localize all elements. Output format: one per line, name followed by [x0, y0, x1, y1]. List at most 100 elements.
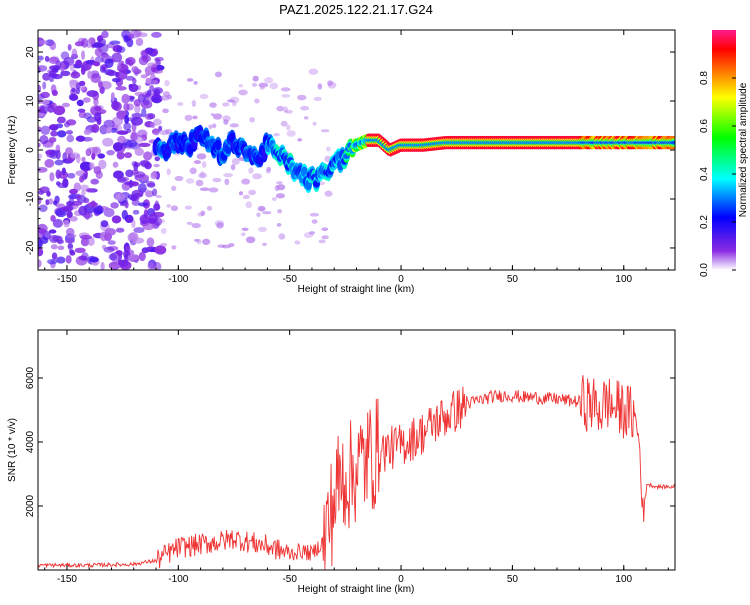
noise-blob — [162, 91, 170, 97]
noise-blob — [87, 236, 95, 247]
noise-blob — [103, 246, 115, 253]
noise-blob — [141, 50, 149, 60]
noise-blob — [75, 82, 81, 89]
noise-blob — [124, 253, 130, 263]
noise-blob — [309, 212, 320, 217]
noise-blob — [111, 77, 121, 83]
noise-blob — [109, 264, 121, 269]
noise-blob — [125, 57, 136, 66]
noise-blob — [154, 56, 164, 62]
noise-blob — [54, 195, 60, 204]
x-tick-label: -150 — [57, 274, 77, 285]
noise-blob — [62, 178, 69, 188]
noise-blob — [38, 40, 49, 45]
noise-blob — [276, 181, 283, 185]
noise-blob — [48, 56, 60, 64]
noise-blob — [171, 185, 177, 191]
noise-blob — [94, 47, 103, 57]
noise-blob — [51, 252, 58, 260]
noise-blob — [258, 226, 267, 232]
noise-blob — [101, 30, 109, 39]
noise-blob — [186, 78, 194, 82]
noise-blob — [184, 114, 193, 121]
noise-blob — [162, 108, 169, 114]
colorbar-ticks: 0.0 0.2 0.4 0.6 0.8 — [699, 71, 736, 277]
noise-blob — [271, 197, 277, 202]
noise-blob — [93, 166, 102, 175]
noise-blob — [131, 199, 140, 206]
noise-blob — [131, 112, 143, 119]
noise-blob — [83, 197, 90, 204]
noise-blob — [166, 204, 172, 208]
noise-blob — [160, 242, 168, 247]
noise-blob — [143, 151, 153, 161]
noise-blob — [230, 164, 236, 171]
noise-blob — [90, 178, 100, 185]
noise-blob — [201, 161, 207, 169]
noise-blob — [164, 79, 170, 87]
noise-blob — [280, 120, 288, 127]
noise-blob — [49, 77, 54, 83]
noise-blob — [123, 34, 129, 43]
noise-blob — [55, 203, 65, 208]
noise-blob — [276, 105, 285, 112]
noise-blob — [67, 172, 76, 179]
noise-blob — [142, 222, 155, 231]
noise-blob — [135, 37, 144, 47]
noise-blob — [110, 92, 115, 102]
noise-blob — [111, 215, 122, 224]
noise-blob — [81, 63, 90, 72]
y-tick-label: 4000 — [25, 430, 36, 453]
noise-blob — [115, 227, 125, 233]
noise-blob — [106, 149, 115, 156]
noise-blob — [195, 179, 204, 187]
noise-blob — [100, 220, 109, 228]
noise-blob — [42, 72, 51, 81]
noise-blob — [206, 205, 213, 211]
noise-blob — [88, 37, 96, 45]
noise-blob — [44, 55, 50, 62]
noise-blob — [140, 100, 153, 109]
noise-blob — [171, 245, 177, 250]
noise-blob — [68, 93, 78, 101]
noise-blob — [258, 82, 269, 88]
spectrogram-xlabel: Height of straight line (km) — [298, 284, 415, 295]
colorbar-tick-label: 0.2 — [699, 215, 710, 229]
noise-blob — [240, 232, 246, 237]
noise-blob — [321, 235, 329, 240]
noise-blob — [99, 86, 105, 94]
y-tick-label: 10 — [25, 95, 36, 107]
y-tick-label: 0 — [25, 147, 36, 153]
ridge-cell — [669, 141, 675, 145]
noise-blob — [313, 96, 322, 101]
x-tick-label: -150 — [57, 574, 77, 585]
noise-blob — [48, 198, 54, 205]
noise-blob — [101, 54, 110, 60]
noise-blob — [303, 116, 309, 120]
noise-blob — [262, 211, 272, 215]
noise-blob — [125, 139, 138, 148]
noise-blob — [123, 152, 133, 159]
noise-blob — [87, 70, 92, 79]
noise-blob — [94, 56, 104, 63]
x-tick-label: 0 — [398, 574, 404, 585]
noise-blob — [117, 177, 127, 183]
noise-blob — [97, 38, 107, 47]
noise-blob — [227, 99, 235, 103]
noise-blob — [153, 163, 160, 168]
noise-blob — [40, 99, 50, 105]
noise-blob — [147, 62, 158, 68]
noise-blob — [55, 169, 62, 180]
noise-blob — [300, 105, 310, 111]
noise-blob — [284, 109, 293, 114]
noise-blob — [133, 161, 139, 172]
noise-blob — [252, 173, 262, 180]
noise-blob — [184, 205, 193, 210]
noise-blob — [98, 159, 107, 170]
colorbar-tick-label: 0.8 — [699, 71, 710, 85]
noise-blob — [127, 254, 140, 261]
noise-blob — [123, 122, 132, 131]
noise-blob — [112, 170, 124, 179]
noise-blob — [48, 70, 56, 76]
noise-blob — [185, 178, 195, 184]
